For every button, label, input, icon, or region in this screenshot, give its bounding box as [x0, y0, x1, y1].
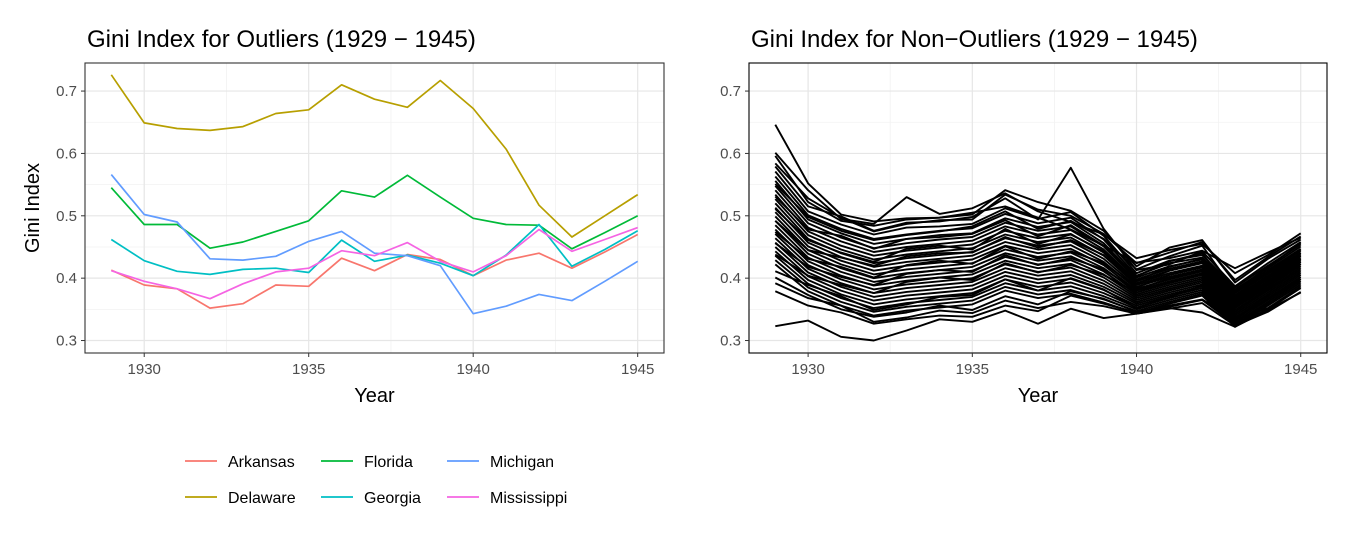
series-line-30 — [775, 291, 1302, 342]
x-axis-title-right: Year — [1018, 385, 1059, 407]
series-line-34 — [774, 220, 1302, 303]
panel-border — [748, 62, 1328, 354]
series-line-0 — [774, 124, 1302, 270]
chart-title-right: Gini Index for Non−Outliers (1929 − 1945… — [751, 26, 1198, 53]
outliers-plot-panel: 1930 1935 1940 1945 0.3 0.4 0.5 0.6 0.7 — [56, 62, 665, 378]
series-line-37 — [774, 253, 1302, 309]
y-tick-label: 0.6 — [56, 145, 77, 162]
series-line-29 — [774, 285, 1302, 325]
series-line-arkansas — [110, 233, 639, 309]
y-tick-label: 0.6 — [720, 145, 741, 162]
legend-item-florida: Florida — [321, 454, 413, 471]
legend-label: Mississippi — [490, 490, 567, 507]
legend-label: Georgia — [364, 490, 421, 507]
x-tick-label: 1945 — [621, 361, 654, 378]
legend-label: Florida — [364, 454, 413, 471]
legend-item-delaware: Delaware — [185, 490, 296, 507]
legend-label: Michigan — [490, 454, 554, 471]
y-tick-label: 0.3 — [56, 333, 77, 350]
series-line-26 — [774, 270, 1302, 319]
y-tick-label: 0.5 — [720, 208, 741, 225]
series-line-georgia — [110, 223, 639, 277]
series-line-22 — [774, 250, 1302, 323]
series-line-33 — [774, 208, 1302, 301]
series-line-6 — [774, 180, 1302, 293]
non-outliers-plot-panel: 1930 1935 1940 1945 0.3 0.4 0.5 0.6 0.7 — [720, 62, 1328, 378]
legend-label: Delaware — [228, 490, 296, 507]
legend-item-mississippi: Mississippi — [447, 490, 567, 507]
series-line-35 — [774, 231, 1302, 305]
series-line-27 — [774, 276, 1302, 326]
series-line-28 — [774, 282, 1302, 327]
legend-item-arkansas: Arkansas — [185, 454, 295, 471]
x-tick-label: 1940 — [1120, 361, 1153, 378]
y-tick-label: 0.3 — [720, 333, 741, 350]
y-tick-label: 0.7 — [720, 83, 741, 100]
legend-item-michigan: Michigan — [447, 454, 554, 471]
series-line-mississippi — [111, 226, 638, 300]
series-line-24 — [774, 259, 1302, 326]
y-tick-label: 0.5 — [56, 208, 77, 225]
y-tick-label: 0.4 — [720, 270, 741, 287]
legend-label: Arkansas — [228, 454, 295, 471]
x-tick-label: 1935 — [292, 361, 325, 378]
series-line-21 — [774, 246, 1302, 321]
series-line-michigan — [110, 174, 639, 315]
y-axis-title-left: Gini Index — [22, 163, 44, 253]
x-tick-label: 1935 — [956, 361, 989, 378]
y-tick-label: 0.4 — [56, 270, 77, 287]
chart-title-left: Gini Index for Outliers (1929 − 1945) — [87, 26, 476, 53]
panel-border — [84, 62, 665, 354]
legend-item-georgia: Georgia — [321, 490, 421, 507]
x-axis-title-left: Year — [354, 385, 395, 407]
plot-background — [85, 63, 664, 353]
series-line-36 — [774, 242, 1302, 307]
x-tick-label: 1930 — [791, 361, 824, 378]
x-tick-label: 1945 — [1284, 361, 1317, 378]
series-line-florida — [110, 174, 639, 250]
y-tick-label: 0.7 — [56, 83, 77, 100]
x-tick-label: 1940 — [457, 361, 490, 378]
legend: Arkansas Delaware Florida Georgia Michigan Mi… — [185, 454, 567, 507]
series-line-31 — [774, 183, 1302, 293]
series-line-32 — [774, 195, 1302, 297]
x-tick-label: 1930 — [128, 361, 161, 378]
series-line-delaware — [110, 74, 639, 238]
series-line-38 — [774, 162, 1302, 281]
